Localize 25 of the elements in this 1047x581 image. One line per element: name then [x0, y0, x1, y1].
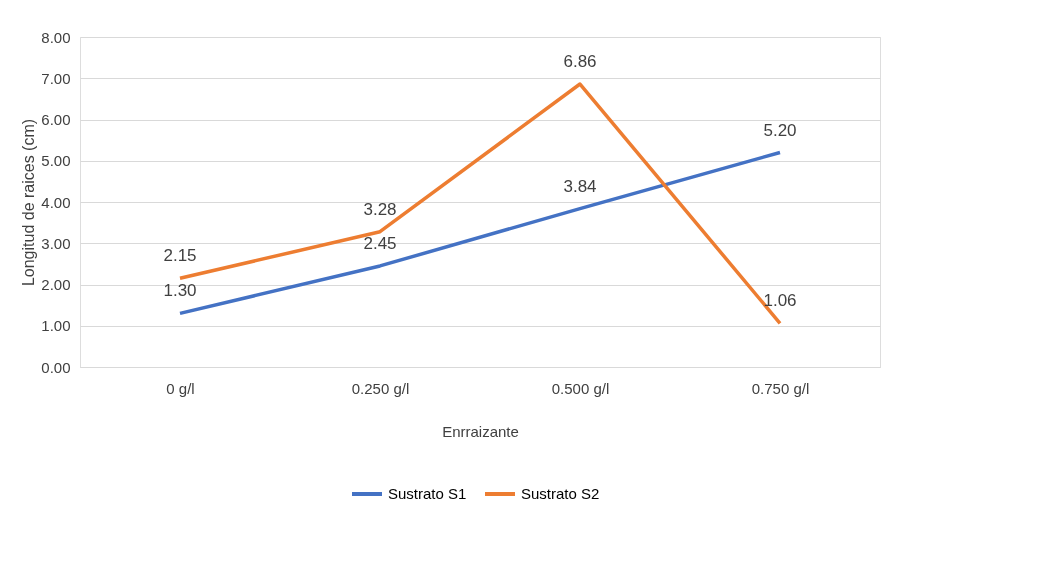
legend-label: Sustrato S2 — [521, 485, 600, 502]
x-axis-title: Enrraizante — [442, 422, 519, 440]
y-tick-label: 7.00 — [41, 69, 71, 87]
y-tick-label: 0.00 — [41, 358, 71, 376]
y-tick-label: 1.00 — [41, 317, 71, 335]
y-tick-label: 2.00 — [41, 276, 71, 293]
data-label: 2.15 — [163, 246, 197, 266]
y-tick-label: 4.00 — [41, 193, 71, 211]
data-label: 5.20 — [763, 120, 797, 140]
data-label: 1.30 — [163, 281, 197, 301]
y-tick-label: 5.00 — [41, 152, 71, 170]
x-tick-label: 0.750 g/l — [751, 379, 810, 397]
data-label: 3.28 — [363, 199, 397, 219]
data-label: 6.86 — [563, 52, 597, 72]
data-label: 1.06 — [763, 291, 797, 311]
legend-label: Sustrato S1 — [388, 485, 467, 502]
data-label: 3.84 — [563, 176, 597, 196]
y-axis-title: Longitud de raices (cm) — [20, 118, 38, 287]
y-tick-label: 6.00 — [41, 111, 71, 128]
x-tick-label: 0 g/l — [166, 379, 195, 397]
x-tick-label: 0.500 g/l — [551, 379, 610, 397]
data-label: 2.45 — [363, 233, 397, 253]
y-tick-label: 8.00 — [41, 28, 71, 46]
x-tick-label: 0.250 g/l — [351, 379, 410, 397]
y-tick-label: 3.00 — [41, 234, 71, 252]
